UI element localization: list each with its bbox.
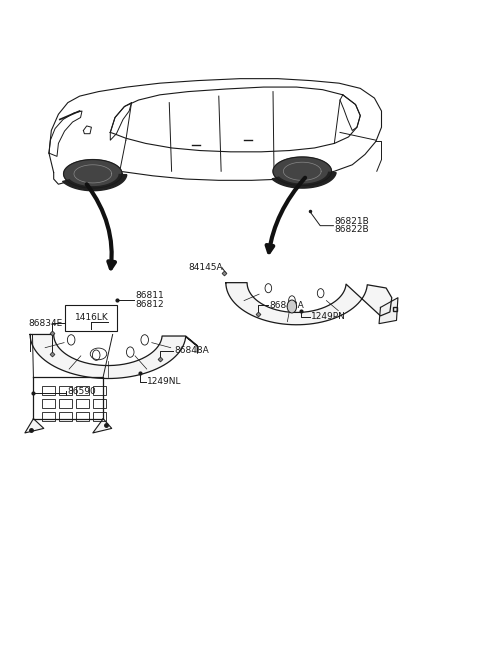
Text: 84145A: 84145A: [188, 263, 223, 272]
Polygon shape: [93, 419, 112, 433]
Text: 86811: 86811: [135, 291, 164, 300]
Text: 86821B: 86821B: [335, 216, 369, 226]
Polygon shape: [226, 283, 392, 325]
Text: 86848A: 86848A: [174, 346, 209, 355]
Bar: [59, 412, 72, 421]
Bar: [76, 412, 89, 421]
Bar: [93, 400, 106, 408]
Bar: [93, 386, 106, 396]
Bar: [42, 400, 55, 408]
Polygon shape: [84, 126, 91, 134]
Bar: [42, 386, 55, 396]
Text: 1416LK: 1416LK: [74, 313, 108, 322]
Circle shape: [287, 300, 297, 313]
Text: 1249PN: 1249PN: [311, 312, 346, 321]
Bar: [76, 400, 89, 408]
Text: 86590: 86590: [67, 387, 96, 396]
Bar: [59, 386, 72, 396]
Bar: [93, 412, 106, 421]
Polygon shape: [273, 157, 332, 186]
Polygon shape: [30, 335, 197, 379]
Polygon shape: [64, 159, 122, 188]
Text: 86834E: 86834E: [29, 319, 63, 328]
Polygon shape: [25, 419, 44, 433]
Text: 1249NL: 1249NL: [146, 377, 181, 386]
Bar: [76, 386, 89, 396]
Text: 86848A: 86848A: [269, 301, 304, 310]
Text: 86812: 86812: [135, 300, 164, 308]
Bar: [59, 400, 72, 408]
Bar: [42, 412, 55, 421]
Polygon shape: [62, 174, 127, 191]
FancyBboxPatch shape: [65, 305, 117, 331]
Polygon shape: [272, 173, 336, 188]
Text: 86822B: 86822B: [335, 225, 369, 234]
Polygon shape: [379, 298, 398, 323]
